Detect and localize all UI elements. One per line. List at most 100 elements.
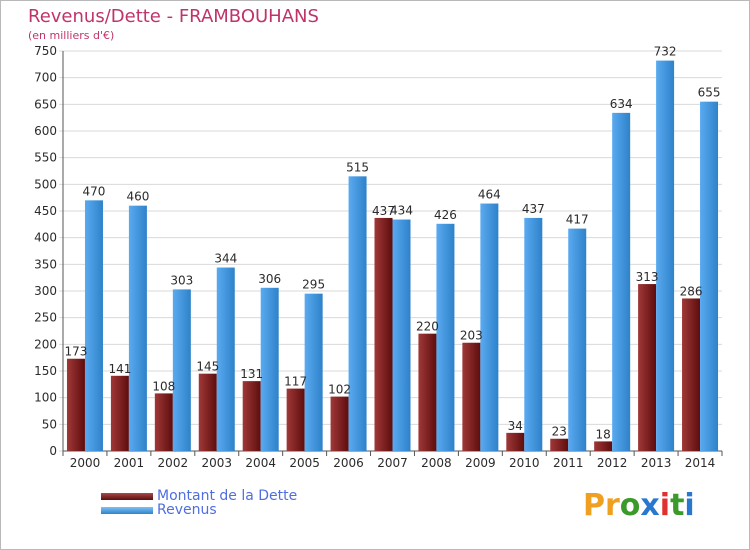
y-tick-label: 300 [34,284,57,298]
y-tick-label: 550 [34,151,57,165]
y-tick-label: 100 [34,391,57,405]
bar-dette [374,217,393,451]
proxiti-logo: Proxiti [583,488,695,523]
bar-revenus [480,203,499,451]
value-label-revenus: 306 [258,272,281,286]
x-tick-label: 2013 [641,456,672,470]
value-label-dette: 108 [152,379,175,393]
value-label-revenus: 470 [83,184,106,198]
bar-revenus [656,60,675,451]
bar-revenus [700,101,719,452]
value-label-dette: 286 [680,284,703,298]
value-label-revenus: 655 [698,86,721,100]
logo-letter: P [583,488,605,523]
x-tick-label: 2008 [421,456,452,470]
legend-item-revenus: Revenus [101,502,217,518]
x-tick-label: 2001 [114,456,145,470]
chart-title: Revenus/Dette - FRAMBOUHANS [28,6,319,27]
value-label-dette: 145 [196,360,219,374]
value-label-dette: 313 [636,270,659,284]
x-tick-label: 2004 [245,456,276,470]
logo-letter: r [605,488,620,523]
logo-letter: x [640,488,660,523]
bar-revenus [568,228,587,451]
bar-dette [330,396,349,451]
logo-letter: t [670,488,685,523]
y-tick-label: 600 [34,124,57,138]
x-tick-label: 2010 [509,456,540,470]
x-tick-label: 2012 [597,456,628,470]
value-label-dette: 220 [416,320,439,334]
value-label-revenus: 295 [302,278,325,292]
value-label-dette: 102 [328,383,351,397]
bar-dette [682,298,701,451]
legend-item-dette: Montant de la Dette [101,488,297,504]
y-tick-label: 250 [34,311,57,325]
value-label-revenus: 515 [346,160,369,174]
chart-subtitle: (en milliers d'€) [28,29,115,42]
x-tick-label: 2007 [377,456,408,470]
value-label-revenus: 464 [478,188,501,202]
value-label-dette: 117 [284,375,307,389]
x-tick-label: 2006 [333,456,364,470]
bar-dette [110,375,129,451]
y-tick-label: 500 [34,177,57,191]
x-tick-label: 2009 [465,456,496,470]
y-tick-label: 700 [34,71,57,85]
bar-dette [550,438,569,451]
value-label-revenus: 634 [610,97,633,111]
value-label-revenus: 434 [390,204,413,218]
legend-label-dette: Montant de la Dette [157,488,298,504]
y-tick-label: 450 [34,204,57,218]
bar-dette [506,432,525,451]
bar-revenus [392,219,411,451]
bar-dette [638,284,657,451]
bar-revenus [172,289,191,451]
x-tick-label: 2011 [553,456,584,470]
value-label-dette: 131 [240,367,263,381]
y-tick-label: 0 [49,444,57,458]
x-tick-label: 2000 [70,456,101,470]
x-tick-label: 2014 [685,456,716,470]
bar-revenus [84,200,103,451]
bar-dette [462,342,481,451]
y-tick-label: 400 [34,231,57,245]
bar-revenus [612,112,631,451]
value-label-dette: 437 [372,204,395,218]
y-tick-label: 150 [34,364,57,378]
bar-revenus [260,287,279,451]
value-label-revenus: 732 [654,45,677,59]
bar-dette [154,393,173,451]
bar-dette [594,441,613,451]
value-label-revenus: 417 [566,213,589,227]
value-label-revenus: 426 [434,208,457,222]
bar-dette [286,388,305,451]
x-tick-label: 2003 [201,456,232,470]
legend-swatch-dette [101,492,153,500]
legend-label-revenus: Revenus [157,502,217,518]
x-tick-label: 2002 [158,456,189,470]
logo-letter: i [659,488,671,523]
bar-revenus [304,293,323,451]
bar-dette [418,333,437,451]
bar-revenus [216,267,235,451]
y-tick-label: 650 [34,97,57,111]
legend-swatch-revenus [101,506,153,514]
value-label-dette: 203 [460,329,483,343]
value-label-dette: 23 [552,425,567,439]
bar-revenus [128,205,147,451]
y-tick-label: 50 [42,417,57,431]
bar-revenus [524,217,543,451]
value-label-revenus: 344 [214,252,237,266]
value-label-dette: 34 [508,419,523,433]
logo-letter: i [684,488,695,523]
y-tick-label: 350 [34,257,57,271]
value-label-revenus: 303 [170,273,193,287]
bar-dette [66,358,85,451]
x-tick-label: 2005 [289,456,320,470]
logo-letter: o [619,488,641,523]
value-label-dette: 173 [65,345,88,359]
value-label-dette: 18 [596,427,611,441]
